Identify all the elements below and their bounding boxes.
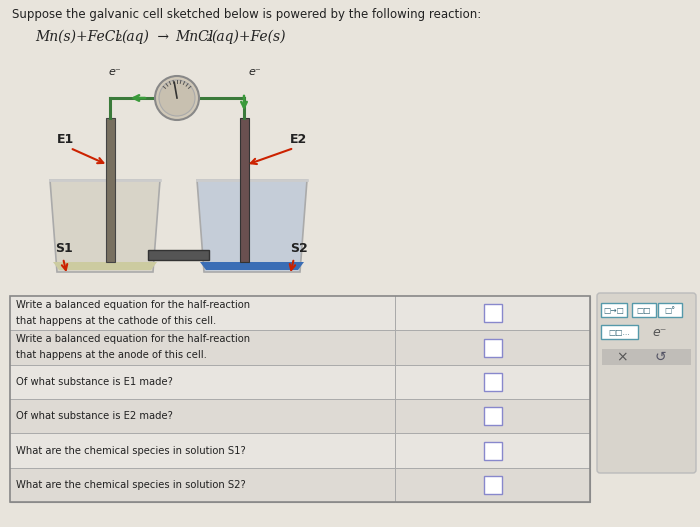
Text: 2: 2 bbox=[205, 34, 211, 43]
Text: (aq)+Fe(s): (aq)+Fe(s) bbox=[211, 30, 286, 44]
FancyBboxPatch shape bbox=[602, 349, 691, 365]
FancyBboxPatch shape bbox=[10, 296, 590, 502]
Text: Of what substance is E2 made?: Of what substance is E2 made? bbox=[16, 411, 173, 421]
FancyBboxPatch shape bbox=[484, 476, 501, 494]
Text: that happens at the anode of this cell.: that happens at the anode of this cell. bbox=[16, 350, 207, 360]
Text: (aq): (aq) bbox=[121, 30, 149, 44]
Text: S2: S2 bbox=[290, 242, 308, 255]
Polygon shape bbox=[53, 262, 157, 270]
FancyBboxPatch shape bbox=[601, 325, 638, 339]
Text: 2: 2 bbox=[115, 34, 122, 43]
Text: ×: × bbox=[616, 350, 628, 364]
FancyBboxPatch shape bbox=[10, 433, 590, 467]
Text: e⁻: e⁻ bbox=[248, 67, 260, 77]
FancyBboxPatch shape bbox=[10, 399, 590, 433]
Text: E1: E1 bbox=[57, 133, 74, 146]
FancyBboxPatch shape bbox=[601, 303, 627, 317]
Text: Suppose the galvanic cell sketched below is powered by the following reaction:: Suppose the galvanic cell sketched below… bbox=[12, 8, 482, 21]
Text: that happens at the cathode of this cell.: that happens at the cathode of this cell… bbox=[16, 316, 216, 326]
Circle shape bbox=[155, 76, 199, 120]
Text: e⁻: e⁻ bbox=[653, 326, 667, 338]
Text: →: → bbox=[153, 30, 174, 44]
Text: □□: □□ bbox=[637, 306, 651, 315]
FancyBboxPatch shape bbox=[148, 250, 209, 260]
Text: e⁻: e⁻ bbox=[108, 67, 120, 77]
Text: □□...: □□... bbox=[608, 327, 630, 337]
Text: Write a balanced equation for the half-reaction: Write a balanced equation for the half-r… bbox=[16, 300, 250, 310]
FancyBboxPatch shape bbox=[632, 303, 656, 317]
FancyBboxPatch shape bbox=[10, 365, 590, 399]
Text: Mn(s)+FeCl: Mn(s)+FeCl bbox=[35, 30, 120, 44]
FancyBboxPatch shape bbox=[10, 467, 590, 502]
Text: □→□: □→□ bbox=[603, 306, 624, 315]
Text: Write a balanced equation for the half-reaction: Write a balanced equation for the half-r… bbox=[16, 335, 250, 345]
Polygon shape bbox=[200, 262, 304, 270]
FancyBboxPatch shape bbox=[240, 118, 249, 262]
FancyBboxPatch shape bbox=[484, 338, 501, 356]
Text: What are the chemical species in solution S2?: What are the chemical species in solutio… bbox=[16, 480, 246, 490]
FancyBboxPatch shape bbox=[10, 296, 590, 330]
FancyBboxPatch shape bbox=[484, 442, 501, 460]
Text: ↺: ↺ bbox=[654, 350, 666, 364]
Text: MnCl: MnCl bbox=[175, 30, 214, 44]
Text: □°: □° bbox=[664, 306, 676, 315]
FancyBboxPatch shape bbox=[484, 304, 501, 322]
Polygon shape bbox=[50, 180, 160, 272]
Text: E2: E2 bbox=[290, 133, 307, 146]
FancyBboxPatch shape bbox=[597, 293, 696, 473]
Text: What are the chemical species in solution S1?: What are the chemical species in solutio… bbox=[16, 445, 246, 455]
Circle shape bbox=[159, 80, 195, 116]
FancyBboxPatch shape bbox=[106, 118, 115, 262]
Text: S1: S1 bbox=[55, 242, 73, 255]
FancyBboxPatch shape bbox=[484, 373, 501, 391]
FancyBboxPatch shape bbox=[658, 303, 682, 317]
FancyBboxPatch shape bbox=[484, 407, 501, 425]
Text: Of what substance is E1 made?: Of what substance is E1 made? bbox=[16, 377, 173, 387]
Polygon shape bbox=[197, 180, 307, 272]
FancyBboxPatch shape bbox=[10, 330, 590, 365]
